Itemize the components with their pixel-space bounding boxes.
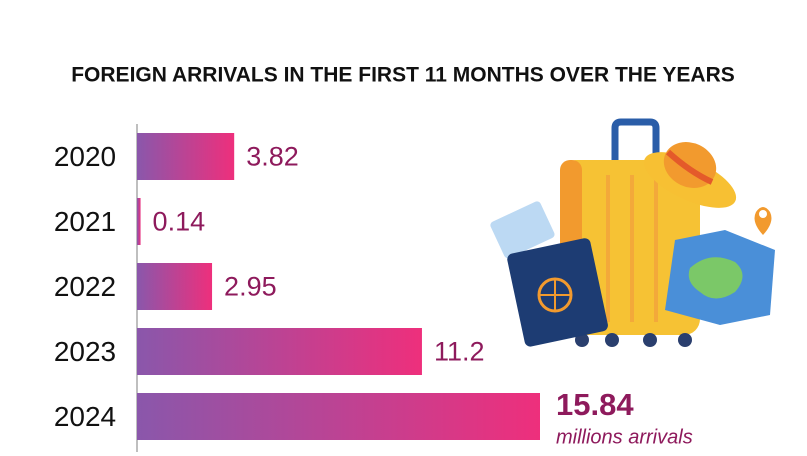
- passport: [507, 238, 608, 347]
- suitcase-handle: [611, 118, 660, 160]
- hat-band: [665, 149, 714, 185]
- annotation: millions arrivals: [556, 426, 693, 448]
- value-label: 15.84: [556, 387, 634, 422]
- pin-dot: [759, 210, 767, 218]
- y-tick-label: 2023: [54, 336, 116, 367]
- bar: [137, 328, 422, 375]
- bar: [137, 263, 213, 310]
- value-label: 0.14: [153, 207, 206, 237]
- location-pin: [754, 207, 772, 235]
- value-label: 3.82: [246, 142, 299, 172]
- y-tick-label: 2021: [54, 206, 116, 237]
- chart-title: FOREIGN ARRIVALS IN THE FIRST 11 MONTHS …: [71, 64, 735, 87]
- wheel: [678, 333, 692, 347]
- y-tick-label: 2020: [54, 141, 116, 172]
- wheel: [605, 333, 619, 347]
- value-label: 11.2: [434, 337, 485, 367]
- bar: [137, 133, 235, 180]
- map-land: [688, 257, 743, 299]
- travel-illustration: [490, 118, 775, 347]
- ticket: [490, 201, 555, 259]
- wheel: [643, 333, 657, 347]
- y-tick-label: 2022: [54, 271, 116, 302]
- value-label: 2.95: [224, 272, 277, 302]
- y-tick-label: 2024: [54, 401, 116, 432]
- bar: [137, 198, 141, 245]
- bar: [137, 393, 540, 440]
